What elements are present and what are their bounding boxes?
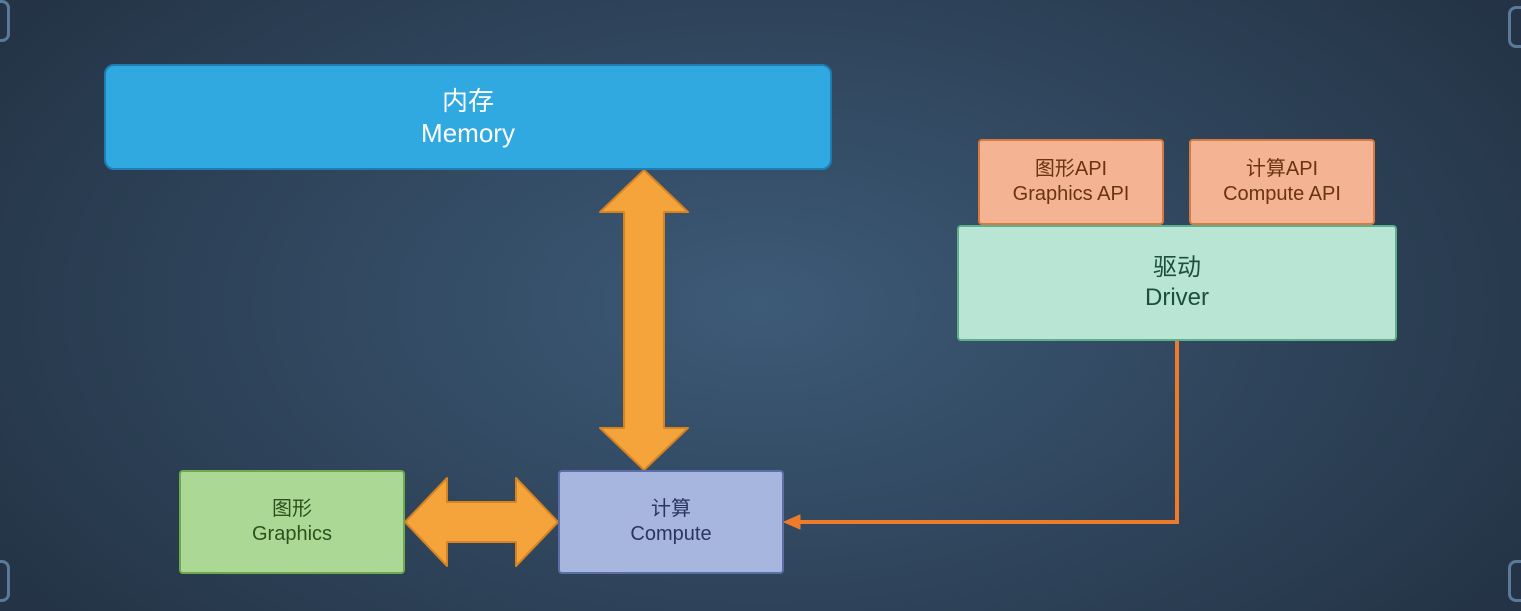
decoration-right-top xyxy=(1508,6,1521,48)
node-graphics-api-label-en: Graphics API xyxy=(1013,182,1130,207)
arrow-memory-compute xyxy=(600,170,688,470)
node-memory: 内存 Memory xyxy=(104,64,832,170)
node-memory-label-cn: 内存 xyxy=(442,85,494,118)
decoration-left-top xyxy=(0,0,10,42)
node-graphics-label-cn: 图形 xyxy=(272,497,312,522)
node-compute-label-en: Compute xyxy=(630,522,711,547)
node-driver: 驱动 Driver xyxy=(957,225,1397,341)
node-driver-label-cn: 驱动 xyxy=(1153,253,1201,283)
diagram-stage: 内存 Memory 驱动 Driver 图形API Graphics API 计… xyxy=(0,0,1521,611)
node-graphics-api: 图形API Graphics API xyxy=(978,139,1164,225)
node-compute-api-label-cn: 计算API xyxy=(1246,157,1318,182)
node-graphics-api-label-cn: 图形API xyxy=(1035,157,1107,182)
decoration-left-bottom xyxy=(0,560,10,602)
decoration-right-bottom xyxy=(1508,560,1521,602)
node-compute-api-label-en: Compute API xyxy=(1223,182,1341,207)
node-driver-label-en: Driver xyxy=(1145,283,1209,313)
node-graphics-label-en: Graphics xyxy=(252,522,332,547)
node-compute-label-cn: 计算 xyxy=(651,497,691,522)
arrow-graphics-compute xyxy=(405,478,558,566)
node-compute: 计算 Compute xyxy=(558,470,784,574)
node-compute-api: 计算API Compute API xyxy=(1189,139,1375,225)
arrow-driver-compute xyxy=(784,341,1177,529)
node-graphics: 图形 Graphics xyxy=(179,470,405,574)
node-memory-label-en: Memory xyxy=(421,117,515,150)
